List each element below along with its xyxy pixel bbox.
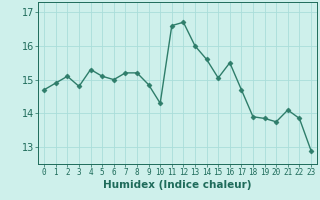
X-axis label: Humidex (Indice chaleur): Humidex (Indice chaleur) bbox=[103, 180, 252, 190]
